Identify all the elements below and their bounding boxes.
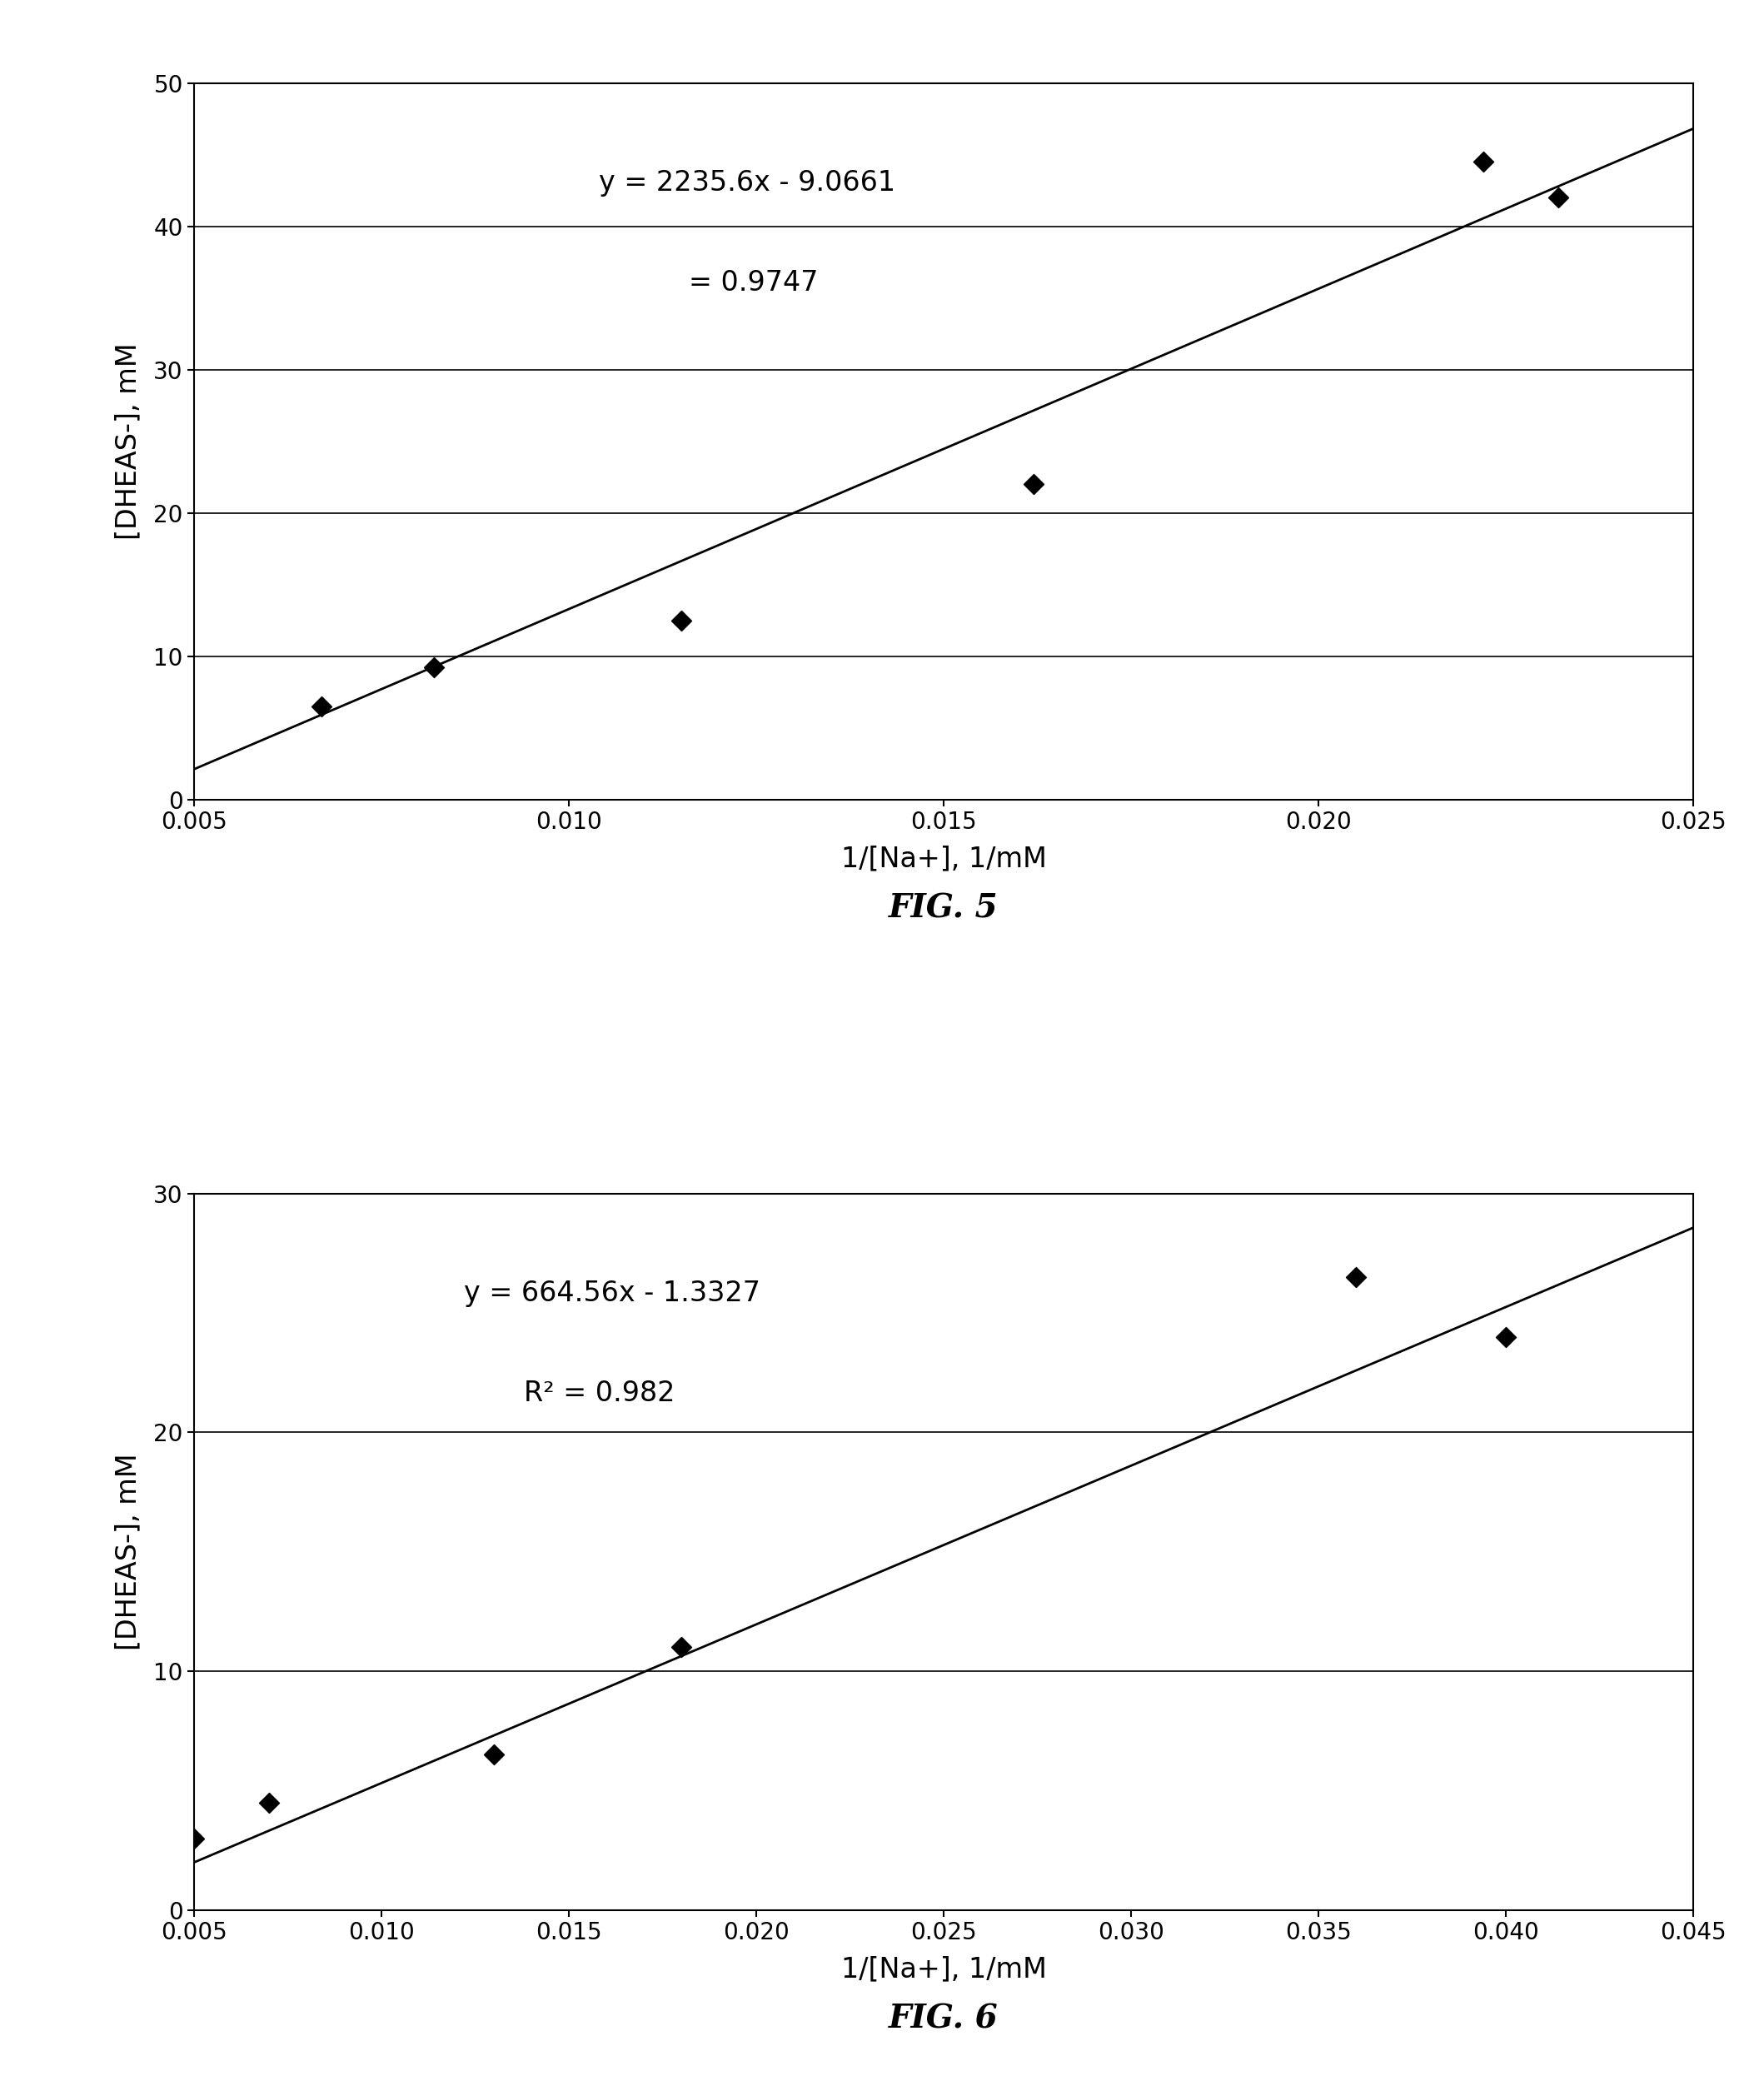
- Point: [1492, 1320, 1521, 1354]
- Point: [1020, 467, 1048, 500]
- Point: [254, 1785, 282, 1819]
- Text: y = 664.56x - 1.3327: y = 664.56x - 1.3327: [464, 1279, 760, 1308]
- Point: [180, 1821, 208, 1854]
- Point: [1342, 1260, 1371, 1293]
- Text: = 0.9747: = 0.9747: [690, 270, 818, 297]
- X-axis label: 1/[Na+], 1/mM: 1/[Na+], 1/mM: [841, 1956, 1046, 1983]
- Text: R² = 0.982: R² = 0.982: [524, 1381, 676, 1408]
- Y-axis label: [DHEAS-], mM: [DHEAS-], mM: [115, 1453, 141, 1650]
- Y-axis label: [DHEAS-], mM: [DHEAS-], mM: [115, 343, 141, 540]
- Point: [1469, 145, 1498, 179]
- Point: [1545, 181, 1573, 214]
- X-axis label: 1/[Na+], 1/mM: 1/[Na+], 1/mM: [841, 845, 1046, 872]
- Point: [480, 1738, 508, 1771]
- Text: y = 2235.6x - 9.0661: y = 2235.6x - 9.0661: [600, 168, 896, 197]
- Point: [420, 652, 448, 685]
- Point: [307, 689, 335, 722]
- Text: FIG. 6: FIG. 6: [889, 2003, 998, 2034]
- Text: FIG. 5: FIG. 5: [889, 893, 998, 924]
- Point: [667, 604, 695, 637]
- Point: [667, 1630, 695, 1663]
